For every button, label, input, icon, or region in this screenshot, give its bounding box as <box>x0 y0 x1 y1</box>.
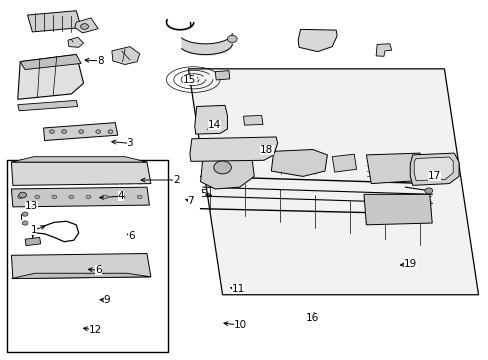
Polygon shape <box>11 253 151 279</box>
Text: 6: 6 <box>95 265 102 275</box>
Polygon shape <box>20 54 81 69</box>
Polygon shape <box>215 71 229 80</box>
Circle shape <box>22 212 28 216</box>
Text: 10: 10 <box>234 320 246 330</box>
Bar <box>7 160 167 352</box>
Text: 19: 19 <box>403 259 416 269</box>
Text: 15: 15 <box>183 75 196 85</box>
Text: 2: 2 <box>173 175 179 185</box>
Circle shape <box>49 130 54 134</box>
Polygon shape <box>366 153 427 184</box>
Text: 13: 13 <box>25 201 38 211</box>
Text: 9: 9 <box>103 296 110 306</box>
Circle shape <box>108 130 113 134</box>
Polygon shape <box>375 44 391 56</box>
Text: 11: 11 <box>231 284 245 294</box>
Polygon shape <box>189 137 277 161</box>
Circle shape <box>424 188 432 194</box>
Polygon shape <box>363 194 431 225</box>
Polygon shape <box>18 100 78 111</box>
Circle shape <box>120 195 125 199</box>
Text: 12: 12 <box>89 325 102 335</box>
Polygon shape <box>75 18 98 33</box>
Circle shape <box>19 192 26 198</box>
Polygon shape <box>200 149 254 189</box>
Circle shape <box>69 195 74 199</box>
Circle shape <box>227 35 237 42</box>
Polygon shape <box>11 187 149 207</box>
Polygon shape <box>18 54 83 99</box>
Polygon shape <box>413 157 452 181</box>
Polygon shape <box>298 30 336 51</box>
Polygon shape <box>27 11 81 32</box>
Text: 1: 1 <box>30 225 37 235</box>
Text: 8: 8 <box>97 56 104 66</box>
Circle shape <box>137 195 142 199</box>
Text: 18: 18 <box>260 144 273 154</box>
Circle shape <box>86 195 91 199</box>
Circle shape <box>52 195 57 199</box>
Circle shape <box>103 195 108 199</box>
Text: 16: 16 <box>305 313 319 323</box>
Text: 14: 14 <box>207 121 221 130</box>
Circle shape <box>79 130 83 134</box>
Text: 4: 4 <box>118 191 124 201</box>
Circle shape <box>81 24 88 30</box>
Polygon shape <box>194 105 227 134</box>
Polygon shape <box>409 153 458 185</box>
Circle shape <box>18 195 22 199</box>
Polygon shape <box>331 154 356 172</box>
Text: 3: 3 <box>126 139 133 148</box>
Polygon shape <box>11 157 147 162</box>
Polygon shape <box>112 46 140 64</box>
Polygon shape <box>43 123 118 140</box>
Text: 17: 17 <box>427 171 440 181</box>
Circle shape <box>35 195 40 199</box>
Polygon shape <box>25 237 41 246</box>
Polygon shape <box>188 69 478 295</box>
Text: 5: 5 <box>199 189 206 199</box>
Polygon shape <box>243 116 263 125</box>
Circle shape <box>61 130 66 134</box>
Circle shape <box>22 221 28 225</box>
Polygon shape <box>271 149 327 176</box>
Polygon shape <box>11 273 151 279</box>
Circle shape <box>96 130 101 134</box>
Polygon shape <box>11 162 151 185</box>
Circle shape <box>213 161 231 174</box>
Polygon shape <box>68 37 83 47</box>
Text: 6: 6 <box>128 231 134 240</box>
Text: 7: 7 <box>187 196 194 206</box>
